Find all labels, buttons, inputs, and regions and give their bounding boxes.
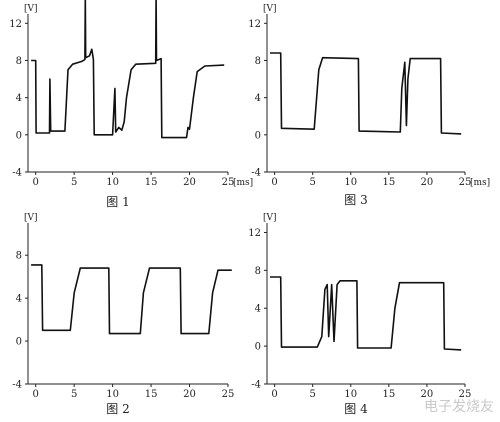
x-axis-unit-label: [ms] [470,178,490,188]
x-tick-label: 0 [33,177,39,188]
x-tick-label: 25 [459,177,472,188]
y-tick-label: 4 [255,304,261,315]
figure-caption: 图 1 [106,195,129,209]
x-tick-label: 10 [106,177,119,188]
x-tick-label: 5 [310,389,316,400]
x-tick-label: 15 [145,389,158,400]
x-tick-label: 20 [183,177,196,188]
x-tick-label: 25 [222,389,235,400]
y-tick-label: 0 [255,130,261,141]
voltage-waveform-line [31,0,225,139]
x-tick-label: 0 [33,389,39,400]
y-axis-unit-label: [V] [263,4,277,14]
y-tick-label: 12 [248,19,261,30]
y-tick-label: -4 [251,168,261,179]
x-tick-label: 20 [183,389,196,400]
x-tick-label: 25 [222,177,235,188]
y-tick-label: -4 [251,380,261,391]
x-tick-label: 5 [71,389,77,400]
y-tick-label: 4 [16,294,22,305]
x-tick-label: 10 [106,389,119,400]
figure-caption: 图 4 [344,402,368,416]
y-tick-label: 0 [16,130,22,141]
watermark-text: 电子发烧友 [424,399,494,415]
y-tick-label: 8 [255,56,261,67]
figure-caption: 图 2 [106,402,129,416]
x-tick-label: 0 [271,177,277,188]
voltage-waveform-line [31,264,232,335]
y-tick-label: 8 [255,266,261,277]
x-tick-label: 15 [382,177,395,188]
x-tick-label: 10 [344,177,357,188]
y-tick-label: 8 [16,251,22,262]
x-tick-label: 15 [382,389,395,400]
x-tick-label: 0 [271,389,277,400]
y-tick-label: 12 [248,228,261,239]
y-tick-label: 0 [16,337,22,348]
y-tick-label: -4 [12,168,22,179]
y-tick-label: 4 [255,93,261,104]
x-tick-label: 10 [344,389,357,400]
y-tick-label: 0 [255,342,261,353]
x-axis-unit-label: [ms] [233,178,253,188]
y-axis-unit-label: [V] [24,213,38,223]
figure-caption: 图 3 [344,193,367,207]
x-tick-label: 5 [310,177,316,188]
voltage-waveform-line [270,276,462,351]
y-axis-unit-label: [V] [263,213,277,223]
x-tick-label: 20 [421,177,434,188]
x-tick-label: 5 [71,177,77,188]
voltage-waveform-line [270,52,462,135]
y-tick-label: 12 [9,19,22,30]
y-tick-label: 8 [16,56,22,67]
y-tick-label: 4 [16,93,22,104]
x-tick-label: 20 [421,389,434,400]
y-tick-label: -4 [12,380,22,391]
x-tick-label: 15 [145,177,158,188]
y-axis-unit-label: [V] [24,4,38,14]
x-tick-label: 25 [459,389,472,400]
